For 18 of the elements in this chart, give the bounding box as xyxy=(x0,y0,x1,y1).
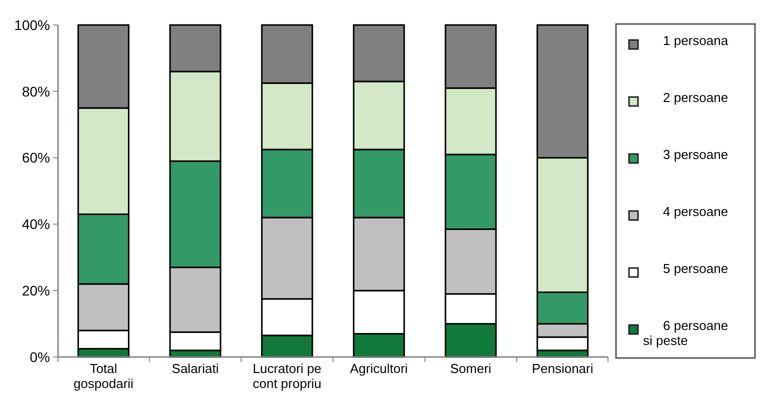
legend-label: 4 persoane xyxy=(663,204,728,219)
y-tick-label: 20% xyxy=(22,282,50,298)
x-tick-label: Total gospodarii xyxy=(73,361,134,391)
x-tick-label: Agricultori xyxy=(350,361,408,376)
legend-label: 2 persoane xyxy=(663,90,728,105)
legend-label: 6 persoane si peste xyxy=(643,318,728,348)
y-tick-label: 0% xyxy=(30,348,50,365)
y-tick-label: 60% xyxy=(22,150,50,166)
legend-label: 1 persoana xyxy=(663,33,729,48)
x-tick-label: Someri xyxy=(450,361,492,376)
legend-label: 3 persoane xyxy=(663,147,728,162)
x-tick-label: Salariati xyxy=(172,361,219,376)
y-tick-label: 40% xyxy=(22,216,50,232)
text: 5 persoane xyxy=(663,261,728,276)
x-tick-label: Pensionari xyxy=(532,361,594,376)
y-tick-label: 80% xyxy=(22,83,50,100)
x-tick-label: Lucratori pe cont propriu xyxy=(252,361,322,391)
y-tick-label: 100% xyxy=(14,16,50,33)
